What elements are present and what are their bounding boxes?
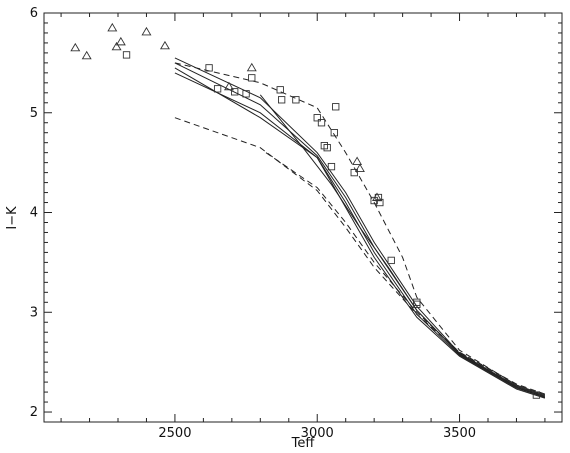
square-point [242,90,250,98]
square-point [532,391,541,399]
triangle-point [115,36,126,46]
square-point [248,74,256,82]
triangle-point [352,156,363,166]
y-tick-label: 4 [30,206,38,221]
curves-layer [174,57,546,399]
triangle-point [111,41,122,51]
square-point [376,198,384,207]
triangle-point [107,22,118,32]
dashed-model-line-9 [265,152,546,395]
square-point [292,96,300,104]
y-tick-label: 6 [30,6,38,21]
square-point [122,51,131,59]
triangle-point [159,40,170,50]
y-tick-label: 3 [30,305,38,320]
triangle-point [246,62,257,72]
plot-frame [43,12,563,423]
square-point [413,300,421,308]
square-point [278,96,286,104]
model-line-4 [174,62,546,398]
triangle-point [224,81,234,91]
model-line-3 [174,72,546,398]
x-tick-label: 2500 [158,426,191,441]
square-point [332,103,340,111]
y-tick-label: 5 [30,106,38,121]
square-point [330,129,338,137]
triangle-point [70,42,81,52]
x-tick-label: 3500 [443,426,476,441]
triangle-point [354,163,365,173]
square-point [350,168,358,177]
x-axis-label: Teff [291,436,316,451]
square-point [231,88,239,96]
model-line-5 [174,57,546,397]
square-point [205,64,213,72]
y-tick-label: 2 [30,405,38,420]
triangle-point [141,26,152,36]
square-point [327,162,336,171]
square-point [387,256,395,265]
square-point [213,85,222,93]
square-point [317,119,326,127]
square-point [323,144,331,152]
square-point [276,86,284,94]
model-line-6 [259,94,546,398]
dashed-model-line-8 [174,117,546,396]
square-point [374,193,383,202]
triangle-point [81,50,92,60]
markers-layer [70,22,541,399]
y-axis-label: I−K [5,206,20,230]
square-point [313,114,321,122]
x-tick-label: 3000 [301,426,334,441]
model-line-2 [174,67,546,399]
dashed-model-line-7 [174,62,546,396]
ticks-layer: 2500 3000 3500 2 3 4 5 6 [30,6,562,441]
